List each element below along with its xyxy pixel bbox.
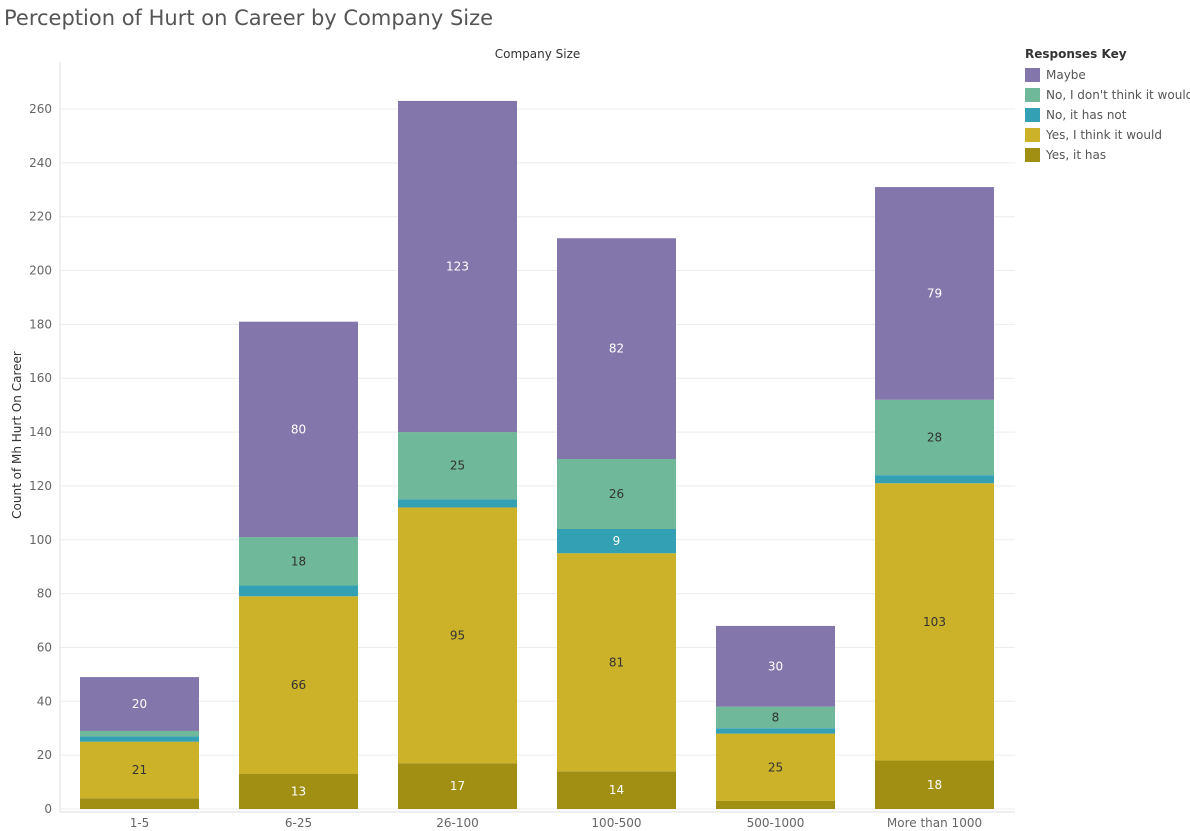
y-tick-label: 60 <box>37 640 52 654</box>
bar-segment <box>557 529 676 554</box>
bar-segment <box>557 238 676 459</box>
bar-segment <box>80 736 199 742</box>
data-label: 26 <box>609 487 624 501</box>
data-label: 28 <box>927 430 942 444</box>
y-tick-label: 0 <box>44 802 52 816</box>
y-tick-label: 260 <box>29 102 52 116</box>
bar-segment <box>557 771 676 809</box>
bar-segment <box>239 585 358 597</box>
bar-segment <box>239 537 358 586</box>
y-tick-label: 220 <box>29 210 52 224</box>
column-header: Company Size <box>495 47 581 61</box>
data-label: 82 <box>609 342 624 356</box>
legend-items: Maybe No, I don't think it would No, it ha… <box>1025 65 1190 165</box>
bar-segment <box>716 733 835 801</box>
bar-segment <box>398 499 517 508</box>
bar-segment <box>875 475 994 484</box>
legend-swatch <box>1025 88 1040 102</box>
legend-swatch <box>1025 128 1040 142</box>
bar-segment <box>875 399 994 476</box>
x-tick-label: 1-5 <box>130 816 150 830</box>
data-labels: 21 20 13 66 18 80 17 95 25 123 14 81 9 26 82 25 8 30 18 103… <box>132 260 946 799</box>
axes: 0 20 40 60 80 100 120 140 160 180 200 220 240 260 Comp… <box>10 47 1015 830</box>
legend-label: Yes, I think it would <box>1046 128 1162 142</box>
bar-segment <box>80 730 199 737</box>
bar-segment <box>398 507 517 764</box>
data-label: 14 <box>609 783 624 797</box>
bar-segment <box>80 741 199 799</box>
data-label: 18 <box>927 778 942 792</box>
y-tick-label: 240 <box>29 156 52 170</box>
y-tick-label: 80 <box>37 587 52 601</box>
y-tick-label: 140 <box>29 425 52 439</box>
data-label: 79 <box>927 286 942 300</box>
legend-swatch <box>1025 108 1040 122</box>
legend-label: No, I don't think it would <box>1046 88 1190 102</box>
bar-segment <box>398 100 517 433</box>
y-tick-label: 160 <box>29 371 52 385</box>
bar-segment <box>557 553 676 772</box>
legend-label: Maybe <box>1046 68 1086 82</box>
bar-segment <box>716 728 835 734</box>
legend-item[interactable]: Maybe <box>1025 65 1190 85</box>
bar-segment <box>398 432 517 500</box>
gridlines <box>60 108 1015 810</box>
data-label: 81 <box>609 655 624 669</box>
data-label: 123 <box>446 260 469 274</box>
legend-item[interactable]: Yes, it has <box>1025 145 1190 165</box>
bar-segment <box>716 800 835 809</box>
bars <box>80 100 994 809</box>
data-label: 21 <box>132 763 147 777</box>
bar-segment <box>398 763 517 809</box>
data-label: 66 <box>291 678 306 692</box>
data-label: 17 <box>450 779 465 793</box>
y-tick-label: 20 <box>37 748 52 762</box>
bar-segment <box>875 187 994 400</box>
data-label: 95 <box>450 628 465 642</box>
y-tick-label: 100 <box>29 533 52 547</box>
data-label: 20 <box>132 697 147 711</box>
bar-segment <box>716 625 835 707</box>
legend-item[interactable]: Yes, I think it would <box>1025 125 1190 145</box>
legend-label: No, it has not <box>1046 108 1127 122</box>
legend-title: Responses Key <box>1025 47 1127 61</box>
y-tick-label: 200 <box>29 264 52 278</box>
data-label: 18 <box>291 554 306 568</box>
x-tick-label: 100-500 <box>591 816 641 830</box>
y-tick-label: 120 <box>29 479 52 493</box>
data-label: 9 <box>613 534 621 548</box>
bar-segment <box>80 677 199 731</box>
legend: Responses Key Maybe No, I don't think it … <box>1025 47 1190 165</box>
y-tick-label: 180 <box>29 317 52 331</box>
bar-segment <box>716 706 835 729</box>
legend-swatch <box>1025 68 1040 82</box>
bar-segment <box>239 596 358 774</box>
legend-label: Yes, it has <box>1046 148 1107 162</box>
data-label: 25 <box>768 760 783 774</box>
data-label: 25 <box>450 459 465 473</box>
legend-item[interactable]: No, I don't think it would <box>1025 85 1190 105</box>
data-label: 30 <box>768 659 783 673</box>
legend-swatch <box>1025 148 1040 162</box>
bar-segment <box>875 760 994 809</box>
data-label: 8 <box>772 710 780 724</box>
bar-segment <box>875 483 994 761</box>
x-tick-label: More than 1000 <box>887 816 982 830</box>
bar-segment <box>239 774 358 809</box>
chart-title: Perception of Hurt on Career by Company … <box>4 6 494 30</box>
data-label: 80 <box>291 422 306 436</box>
bar-segment <box>557 459 676 529</box>
x-tick-label: 6-25 <box>285 816 312 830</box>
x-tick-label: 500-1000 <box>747 816 805 830</box>
data-label: 103 <box>923 615 946 629</box>
y-tick-label: 40 <box>37 694 52 708</box>
y-axis-title: Count of Mh Hurt On Career <box>10 351 24 519</box>
legend-item[interactable]: No, it has not <box>1025 105 1190 125</box>
bar-segment <box>80 798 199 809</box>
data-label: 13 <box>291 785 306 799</box>
bar-segment <box>239 321 358 538</box>
x-tick-label: 26-100 <box>436 816 479 830</box>
